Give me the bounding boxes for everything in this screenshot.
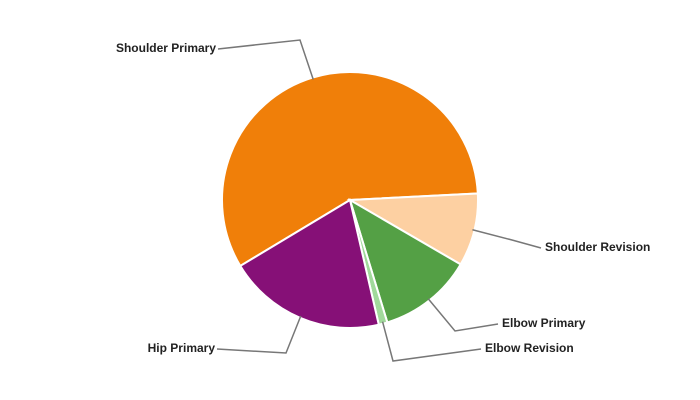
slice-label: Shoulder Primary [116,41,216,55]
leader-line [217,39,314,80]
leader-line [427,298,499,332]
leader-line [472,228,542,249]
slice-label: Elbow Primary [502,316,586,330]
slice-label: Shoulder Revision [545,240,650,254]
slice-label: Hip Primary [148,341,216,355]
leader-line [216,315,302,354]
slice-label: Elbow Revision [485,341,574,355]
leader-line [381,321,482,362]
